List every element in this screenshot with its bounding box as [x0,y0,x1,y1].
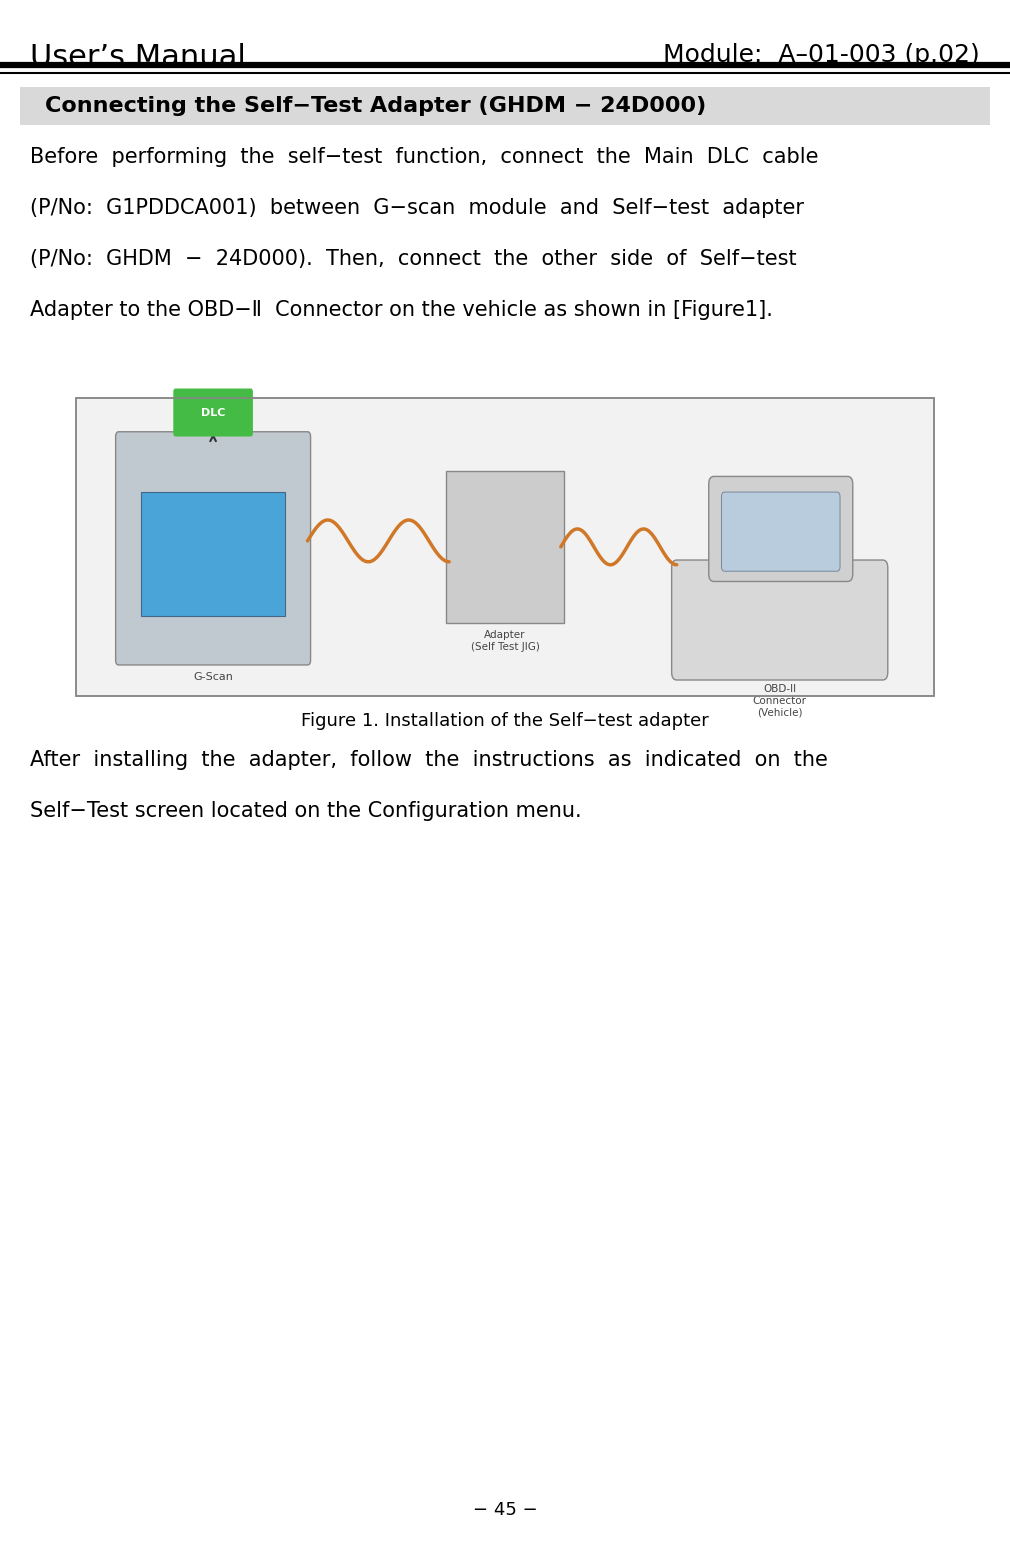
Bar [76,398,934,696]
FancyBboxPatch shape [672,560,888,681]
Text: DLC: DLC [201,407,225,418]
Text: Connecting the Self−Test Adapter (GHDM − 24D000): Connecting the Self−Test Adapter (GHDM −… [45,96,707,116]
Bar [20,87,990,125]
Text: User’s Manual: User’s Manual [30,43,246,73]
FancyBboxPatch shape [709,476,852,582]
FancyBboxPatch shape [174,388,252,436]
FancyBboxPatch shape [446,470,564,623]
Text: G-Scan: G-Scan [193,673,233,682]
Text: OBD-II
Connector
(Vehicle): OBD-II Connector (Vehicle) [752,684,807,718]
Text: Before  performing  the  self−test  function,  connect  the  Main  DLC  cable: Before performing the self−test function… [30,147,819,167]
Text: Adapter to the OBD−Ⅱ  Connector on the vehicle as shown in [Figure1].: Adapter to the OBD−Ⅱ Connector on the ve… [30,300,774,320]
Text: (P/No:  GHDM  −  24D000).  Then,  connect  the  other  side  of  Self−test: (P/No: GHDM − 24D000). Then, connect the… [30,249,797,269]
Text: Figure 1. Installation of the Self−test adapter: Figure 1. Installation of the Self−test … [301,712,709,730]
Text: Self−Test screen located on the Configuration menu.: Self−Test screen located on the Configur… [30,801,582,821]
FancyBboxPatch shape [141,492,285,616]
Text: − 45 −: − 45 − [473,1501,537,1519]
Text: Adapter
(Self Test JIG): Adapter (Self Test JIG) [471,631,539,653]
Text: After  installing  the  adapter,  follow  the  instructions  as  indicated  on  : After installing the adapter, follow the… [30,750,828,770]
Text: Module:  A–01‐003 (р.02): Module: A–01‐003 (р.02) [663,43,980,68]
Text: (P/No:  G1PDDCA001)  between  G−scan  module  and  Self−test  adapter: (P/No: G1PDDCA001) between G−scan module… [30,198,804,218]
FancyBboxPatch shape [721,492,840,571]
Bar [76,398,934,696]
FancyBboxPatch shape [116,432,311,665]
